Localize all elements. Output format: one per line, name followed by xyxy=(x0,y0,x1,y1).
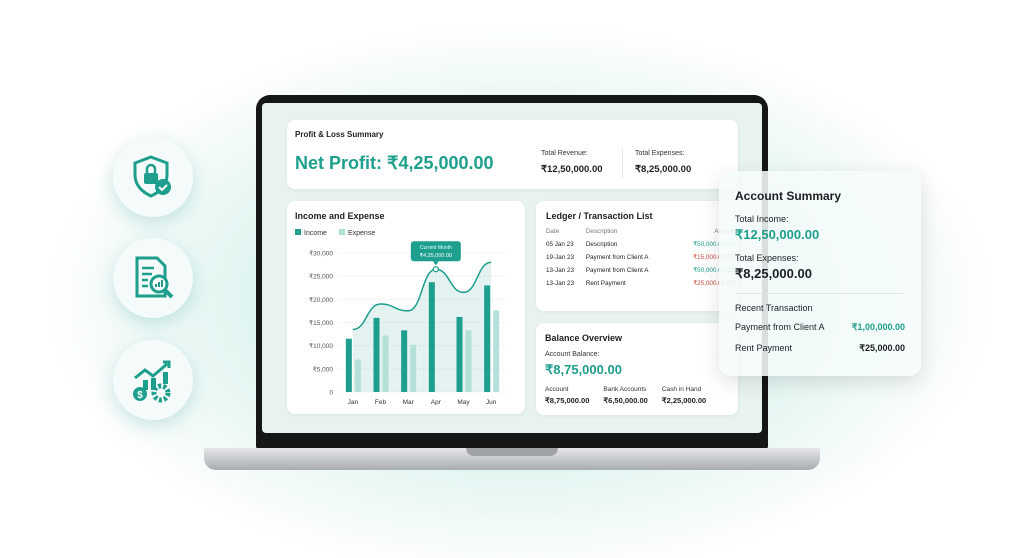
row-date: 13-Jan 23 xyxy=(546,267,575,274)
income-label: Total Income: xyxy=(735,214,789,224)
balance-col-account: Account ₹8,75,000.00 xyxy=(545,386,590,405)
growth-finance-gear-icon: $ xyxy=(133,360,171,403)
table-row[interactable]: 19-Jan 23 Payment from Client A ₹15,000.00… xyxy=(546,251,736,264)
trend-line xyxy=(352,261,492,331)
row-amount: ₹50,000.00 CR xyxy=(693,241,736,248)
dashboard-screen: Profit & Loss Summary Net Profit: ₹4,25,… xyxy=(262,103,762,433)
legend-expense: Expense xyxy=(338,229,375,237)
balance-label: Account Balance: xyxy=(545,351,600,358)
revenue-label: Total Revenue: xyxy=(541,150,588,157)
header-date: Date xyxy=(546,228,560,235)
income-bar xyxy=(373,317,380,392)
balance-value: ₹8,75,000.00 xyxy=(545,362,622,377)
profit-loss-card: Profit & Loss Summary Net Profit: ₹4,25,… xyxy=(287,120,738,189)
income-expense-chart: 0 ₹5,000 ₹10,000 ₹15,000 ₹20,000 ₹25,000 ₹30,0… xyxy=(309,241,505,406)
tooltip-pointer xyxy=(432,261,439,266)
row-amount: ₹50,000.00 CR xyxy=(693,267,736,274)
recent-transaction-row: Rent Payment ₹25,000.00 xyxy=(735,343,905,353)
income-bar xyxy=(484,285,491,392)
document-analysis-icon xyxy=(135,256,174,299)
income-bar xyxy=(456,316,463,392)
divider xyxy=(622,148,623,178)
balance-col-bank: Bank Accounts ₹6,50,000.00 xyxy=(603,386,648,405)
chart-title: Income and Expense xyxy=(295,211,385,221)
x-tick-label: Apr xyxy=(431,399,442,406)
balance-col-cash: Cash in Hand ₹2,25,000.00 xyxy=(661,386,707,405)
income-expense-card: Income and Expense Income Expense 0 ₹5,00… xyxy=(287,201,525,414)
growth-feature-badge: $ xyxy=(113,340,193,420)
balance-title: Balance Overview xyxy=(545,333,623,343)
tooltip-box xyxy=(410,241,461,262)
income-bar xyxy=(428,282,435,392)
revenue-value: ₹12,50,000.00 xyxy=(541,164,603,175)
row-amount: ₹25,000.00 DR xyxy=(693,280,736,287)
account-summary-panel: Account Summary Total Income: ₹12,50,000… xyxy=(719,171,921,376)
expenses-label: Total Expenses: xyxy=(735,253,799,263)
row-date: 05 Jan 23 xyxy=(546,241,574,248)
recent-transaction-row: Payment from Client A ₹1,00,000.00 xyxy=(735,322,905,332)
y-tick-label: ₹5,000 xyxy=(313,365,334,373)
security-feature-badge xyxy=(113,137,193,217)
row-amount: ₹15,000.00 DR xyxy=(693,254,736,261)
tooltip-value: ₹4,25,000.00 xyxy=(420,252,453,259)
balance-card: Balance Overview Account Balance: ₹8,75,… xyxy=(536,323,738,415)
y-tick-label: ₹25,000 xyxy=(309,273,333,281)
expense-bar xyxy=(465,330,472,392)
tooltip-title: Current Month xyxy=(420,245,452,251)
balance-breakdown: Account ₹8,75,000.00 Bank Accounts ₹6,50,0… xyxy=(545,386,706,405)
tooltip-point xyxy=(432,266,439,273)
row-description: Payment from Client A xyxy=(585,254,649,261)
income-bar xyxy=(345,338,352,392)
row-description: Payment from Client A xyxy=(585,267,649,274)
svg-text:$: $ xyxy=(137,390,143,401)
x-tick-label: Feb xyxy=(375,399,387,406)
expense-bar xyxy=(493,310,500,392)
divider xyxy=(735,293,905,294)
ledger-card: Ledger / Transaction List Date Descriptio… xyxy=(536,201,738,311)
ledger-title: Ledger / Transaction List xyxy=(546,211,653,221)
account-summary-title: Account Summary xyxy=(735,189,842,203)
x-tick-label: May xyxy=(457,399,470,406)
table-row[interactable]: 13-Jan 23 Rent Payment ₹25,000.00 DR xyxy=(546,277,736,290)
x-tick-label: Jun xyxy=(486,399,497,406)
y-tick-label: ₹10,000 xyxy=(309,342,333,350)
row-description: Description xyxy=(585,241,618,248)
report-feature-badge xyxy=(113,238,193,318)
income-value: ₹12,50,000.00 xyxy=(735,227,820,242)
chart-legend: Income Expense xyxy=(295,229,375,237)
expense-bar xyxy=(410,344,417,392)
recent-label: Recent Transaction xyxy=(735,303,813,313)
y-tick-label: ₹30,000 xyxy=(309,250,333,258)
expenses-value: ₹8,25,000.00 xyxy=(735,266,812,281)
laptop-opening-groove xyxy=(466,448,558,456)
income-bar xyxy=(401,330,408,392)
laptop-base xyxy=(204,448,820,470)
net-profit: Net Profit: ₹4,25,000.00 xyxy=(295,153,494,173)
shield-lock-check-icon xyxy=(133,155,171,198)
header-description: Description xyxy=(585,228,618,235)
y-tick-label: ₹15,000 xyxy=(309,319,333,327)
expense-bar xyxy=(354,359,361,392)
table-row[interactable]: 13-Jan 23 Payment from Client A ₹50,000.00… xyxy=(546,264,736,277)
ledger-table: DateDescriptionAmount 05 Jan 23Descripti… xyxy=(546,225,736,290)
expenses-value: ₹8,25,000.00 xyxy=(635,164,692,175)
expense-bar xyxy=(382,335,389,392)
legend-income: Income xyxy=(295,229,327,237)
x-tick-label: Jan xyxy=(348,399,359,406)
x-tick-label: Mar xyxy=(403,399,415,406)
y-tick-label: ₹20,000 xyxy=(309,296,333,304)
row-date: 19-Jan 23 xyxy=(546,254,575,261)
expenses-label: Total Expenses: xyxy=(635,150,685,157)
y-tick-label: 0 xyxy=(329,390,333,397)
row-date: 13-Jan 23 xyxy=(546,280,575,287)
row-description: Rent Payment xyxy=(585,280,626,287)
pl-title: Profit & Loss Summary xyxy=(295,130,384,139)
table-row[interactable]: 05 Jan 23 Description ₹50,000.00 CR xyxy=(546,238,736,251)
